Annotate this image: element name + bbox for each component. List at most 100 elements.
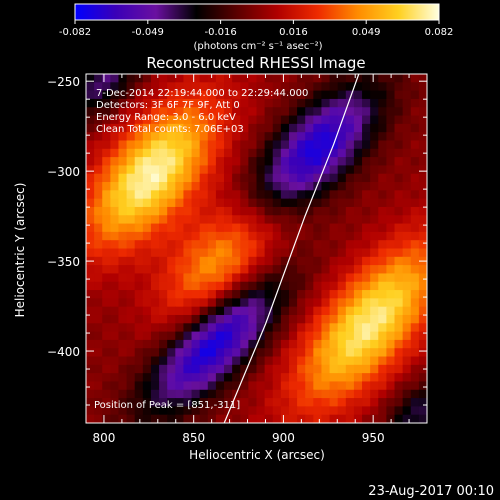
heatmap-cell xyxy=(86,115,95,125)
heatmap-cell xyxy=(175,273,185,283)
heatmap-cell xyxy=(110,82,120,92)
heatmap-cell xyxy=(280,331,290,341)
heatmap-cell xyxy=(191,281,201,291)
heatmap-cell xyxy=(167,273,176,283)
heatmap-cell xyxy=(345,281,355,291)
heatmap-cell xyxy=(394,74,404,83)
heatmap-cell xyxy=(240,74,249,83)
heatmap-cell xyxy=(345,256,355,266)
heatmap-cell xyxy=(150,223,160,233)
heatmap-cell xyxy=(167,339,176,349)
heatmap-cell xyxy=(207,273,217,283)
heatmap-cell xyxy=(199,190,209,200)
heatmap-cell xyxy=(94,198,103,208)
heatmap-cell xyxy=(118,398,128,407)
heatmap-cell xyxy=(248,406,258,416)
heatmap-cell xyxy=(248,290,258,299)
heatmap-cell xyxy=(183,215,193,225)
heatmap-cell xyxy=(378,314,388,324)
heatmap-cell xyxy=(313,248,323,258)
heatmap-cell xyxy=(329,74,339,83)
heatmap-cell xyxy=(150,348,160,358)
heatmap-cell xyxy=(224,373,233,383)
heatmap-cell xyxy=(353,364,363,374)
heatmap-cell xyxy=(297,389,306,399)
heatmap-cell xyxy=(102,323,111,333)
heatmap-cell xyxy=(337,398,347,407)
heatmap-cell xyxy=(313,98,323,108)
heatmap-cell xyxy=(288,223,298,233)
heatmap-cell xyxy=(378,223,388,233)
heatmap-cell xyxy=(224,265,233,275)
heatmap-cell xyxy=(199,140,209,150)
heatmap-cell xyxy=(191,298,201,308)
heatmap-cell xyxy=(337,356,347,366)
heatmap-cell xyxy=(134,157,144,167)
heatmap-cell xyxy=(297,381,306,391)
heatmap-cell xyxy=(305,414,314,423)
heatmap-cell xyxy=(191,273,201,283)
heatmap-cell xyxy=(353,240,363,250)
heatmap-cell xyxy=(313,389,323,399)
heatmap-cell xyxy=(272,231,282,241)
heatmap-cell xyxy=(215,74,225,83)
heatmap-cell xyxy=(329,90,339,100)
heatmap-cell xyxy=(370,173,379,183)
heatmap-cell xyxy=(118,123,128,133)
heatmap-cell xyxy=(402,414,412,423)
heatmap-cell xyxy=(256,223,266,233)
heatmap-cell xyxy=(167,123,176,133)
heatmap-cell xyxy=(199,306,209,316)
heatmap-cell xyxy=(256,256,266,266)
heatmap-cell xyxy=(167,306,176,316)
heatmap-cell xyxy=(86,231,95,241)
heatmap-cell xyxy=(126,265,136,275)
heatmap-cell xyxy=(378,206,388,216)
colorbar-tick-label: 0.049 xyxy=(352,27,381,38)
heatmap-cell xyxy=(94,414,103,423)
heatmap-cell xyxy=(224,414,233,423)
heatmap-cell xyxy=(280,115,290,125)
heatmap-cell xyxy=(378,123,388,133)
heatmap-cell xyxy=(345,206,355,216)
heatmap-cell xyxy=(378,298,388,308)
heatmap-cell xyxy=(362,398,371,407)
heatmap-cell xyxy=(126,339,136,349)
heatmap-cell xyxy=(175,132,185,142)
heatmap-cell xyxy=(329,339,339,349)
heatmap-cell xyxy=(370,339,379,349)
heatmap-cell xyxy=(224,290,233,299)
heatmap-cell xyxy=(410,414,420,423)
heatmap-cell xyxy=(305,265,314,275)
heatmap-cell xyxy=(305,348,314,358)
heatmap-cell xyxy=(232,240,241,250)
heatmap-cell xyxy=(199,314,209,324)
heatmap-cell xyxy=(191,364,201,374)
heatmap-cell xyxy=(313,306,323,316)
heatmap-cell xyxy=(167,157,176,167)
heatmap-cell xyxy=(280,281,290,291)
heatmap-cell xyxy=(94,281,103,291)
heatmap-cell xyxy=(94,298,103,308)
heatmap-cell xyxy=(175,373,185,383)
heatmap-cell xyxy=(313,356,323,366)
heatmap-cell xyxy=(240,157,249,167)
heatmap-cell xyxy=(402,206,412,216)
heatmap-cell xyxy=(94,406,103,416)
heatmap-cell xyxy=(321,314,331,324)
heatmap-cell xyxy=(362,323,371,333)
heatmap-cell xyxy=(86,314,95,324)
heatmap-cell xyxy=(142,265,152,275)
heatmap-cell xyxy=(378,182,388,191)
heatmap-cell xyxy=(150,115,160,125)
heatmap-cell xyxy=(345,348,355,358)
heatmap-cell xyxy=(118,348,128,358)
heatmap-cell xyxy=(280,381,290,391)
heatmap-cell xyxy=(297,398,306,407)
heatmap-cell xyxy=(232,132,241,142)
heatmap-cell xyxy=(118,298,128,308)
heatmap-cell xyxy=(288,182,298,191)
heatmap-cell xyxy=(191,389,201,399)
heatmap-cell xyxy=(199,364,209,374)
heatmap-cell xyxy=(86,182,95,191)
